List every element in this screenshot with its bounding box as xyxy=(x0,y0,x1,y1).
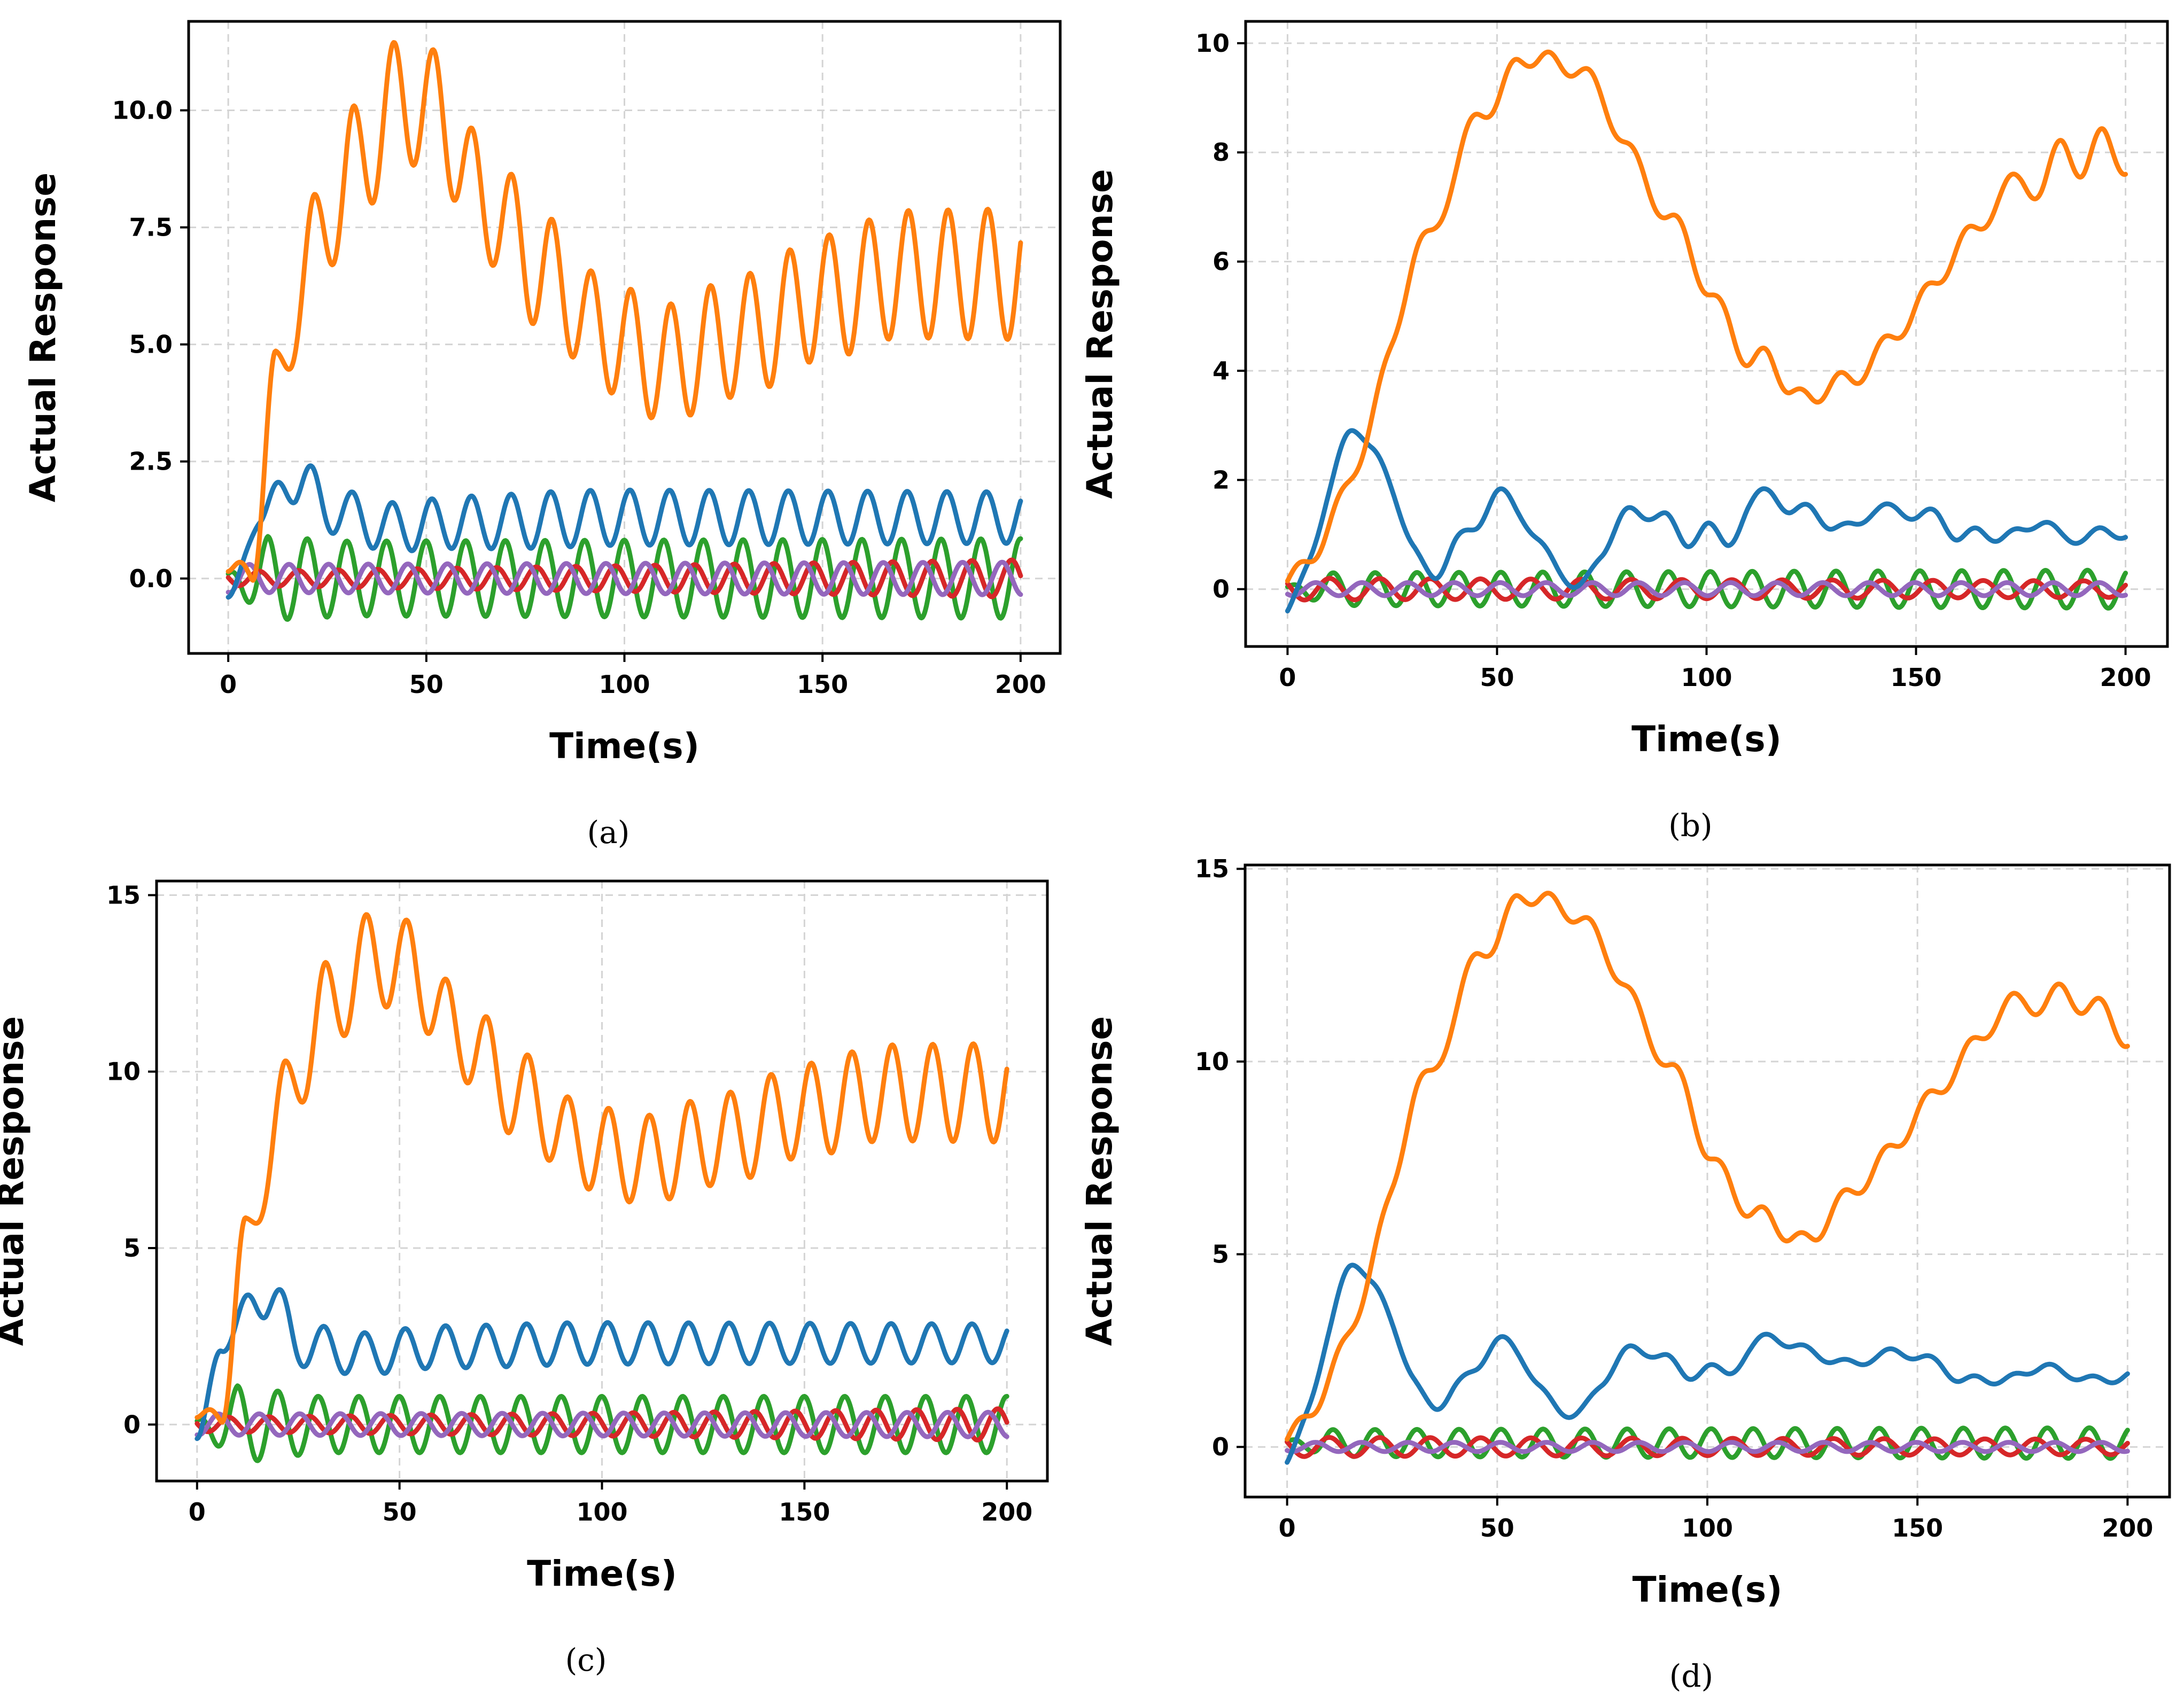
y-tick-label: 8 xyxy=(1213,138,1230,167)
series-group-a xyxy=(226,40,1023,622)
series-line-output-5 xyxy=(1285,1440,2130,1454)
x-tick-label: 150 xyxy=(797,670,848,699)
series-line-output-4 xyxy=(1285,1435,2130,1459)
y-tick-label: 0 xyxy=(1213,575,1230,604)
panel-a: 0 50 100 150 200 0.0 2.5 5.0 7.5 10.0 Ti… xyxy=(22,20,1062,851)
y-tick-label: 4 xyxy=(1213,356,1230,385)
y-tick-label: 2.5 xyxy=(129,447,173,476)
y-axis-label-c: Actual Response xyxy=(0,1016,32,1346)
y-tick-label: 6 xyxy=(1213,247,1230,276)
series-line-output-1 xyxy=(195,1287,1009,1441)
series-line-output-3 xyxy=(1285,567,2128,611)
x-tick-label: 0 xyxy=(1279,1514,1296,1542)
x-tick-label: 200 xyxy=(2100,663,2151,692)
series-line-output-1 xyxy=(226,463,1023,600)
x-axis-label-d: Time(s) xyxy=(1633,1569,1783,1610)
x-ticks-b: 0 50 100 150 200 xyxy=(1279,646,2151,692)
x-ticks-a: 0 50 100 150 200 xyxy=(220,653,1046,699)
series-line-output-3 xyxy=(1285,1425,2130,1461)
series-line-output-3 xyxy=(226,534,1023,622)
series-group-c xyxy=(195,912,1009,1463)
x-ticks-d: 0 50 100 150 200 xyxy=(1279,1497,2153,1542)
panel-b: 0 50 100 150 200 0 2 4 6 8 10 Time(s) Ac… xyxy=(1079,20,2169,844)
series-line-output-5 xyxy=(226,559,1023,597)
x-axis-label-a: Time(s) xyxy=(549,726,699,767)
x-ticks-c: 0 50 100 150 200 xyxy=(189,1481,1032,1526)
x-axis-label-b: Time(s) xyxy=(1631,719,1782,760)
x-tick-label: 200 xyxy=(995,670,1046,699)
series-line-output-2 xyxy=(226,40,1023,583)
y-axis-label-d: Actual Response xyxy=(1079,1016,1120,1346)
y-tick-label: 10 xyxy=(106,1057,141,1086)
series-line-output-1 xyxy=(1285,428,2128,614)
grid-a xyxy=(189,21,1060,653)
series-group-d xyxy=(1285,891,2130,1465)
x-tick-label: 150 xyxy=(1892,1514,1943,1542)
y-tick-label: 0 xyxy=(1212,1432,1229,1461)
series-line-output-5 xyxy=(195,1409,1009,1439)
x-tick-label: 0 xyxy=(1279,663,1296,692)
series-line-output-2 xyxy=(195,912,1009,1425)
panel-c: 0 50 100 150 200 0 5 10 15 Time(s) Actua… xyxy=(0,879,1049,1678)
series-line-output-5 xyxy=(1285,580,2128,598)
y-tick-label: 10.0 xyxy=(112,96,173,124)
y-tick-label: 5 xyxy=(123,1234,141,1262)
panel-caption-c: (c) xyxy=(565,1642,607,1678)
x-tick-label: 100 xyxy=(1682,1514,1733,1542)
x-tick-label: 100 xyxy=(1681,663,1732,692)
y-tick-label: 5.0 xyxy=(129,330,173,359)
x-tick-label: 150 xyxy=(779,1498,830,1526)
x-tick-label: 100 xyxy=(599,670,650,699)
series-line-output-3 xyxy=(195,1383,1009,1463)
x-tick-label: 100 xyxy=(576,1498,627,1526)
y-tick-label: 5 xyxy=(1212,1240,1229,1269)
y-ticks-d: 0 5 10 15 xyxy=(1195,854,1245,1461)
grid-b xyxy=(1246,21,2167,646)
x-tick-label: 200 xyxy=(2102,1514,2153,1542)
panel-caption-b: (b) xyxy=(1668,807,1712,844)
y-tick-label: 10 xyxy=(1195,1047,1229,1076)
series-line-output-1 xyxy=(1285,1262,2130,1465)
series-line-output-4 xyxy=(1285,576,2128,603)
y-tick-label: 2 xyxy=(1213,465,1230,494)
y-axis-label-b: Actual Response xyxy=(1079,169,1121,498)
x-tick-label: 50 xyxy=(1480,1514,1514,1542)
panel-caption-d: (d) xyxy=(1669,1658,1713,1694)
series-group-b xyxy=(1285,49,2128,614)
y-tick-label: 15 xyxy=(106,880,141,909)
x-tick-label: 0 xyxy=(189,1498,206,1526)
y-ticks-a: 0.0 2.5 5.0 7.5 10.0 xyxy=(112,96,189,593)
y-tick-label: 0.0 xyxy=(129,564,173,593)
panel-caption-a: (a) xyxy=(587,814,630,851)
panel-d: 0 50 100 150 200 0 5 10 15 Time(s) Actua… xyxy=(1079,854,2171,1694)
y-tick-label: 10 xyxy=(1195,29,1230,58)
x-tick-label: 50 xyxy=(383,1498,417,1526)
x-tick-label: 150 xyxy=(1891,663,1942,692)
series-line-output-2 xyxy=(1285,49,2128,583)
y-axis-label-a: Actual Response xyxy=(22,173,64,502)
y-tick-label: 15 xyxy=(1195,854,1229,883)
y-ticks-b: 0 2 4 6 8 10 xyxy=(1195,29,1246,604)
x-tick-label: 0 xyxy=(220,670,237,699)
y-ticks-c: 0 5 10 15 xyxy=(106,880,157,1439)
y-tick-label: 0 xyxy=(123,1410,141,1439)
y-tick-label: 7.5 xyxy=(129,213,173,242)
grid-d xyxy=(1245,865,2170,1497)
x-tick-label: 50 xyxy=(1480,663,1514,692)
x-tick-label: 50 xyxy=(409,670,444,699)
series-line-output-2 xyxy=(1285,891,2130,1442)
x-tick-label: 200 xyxy=(981,1498,1032,1526)
grid-c xyxy=(157,881,1047,1481)
x-axis-label-c: Time(s) xyxy=(527,1553,677,1594)
